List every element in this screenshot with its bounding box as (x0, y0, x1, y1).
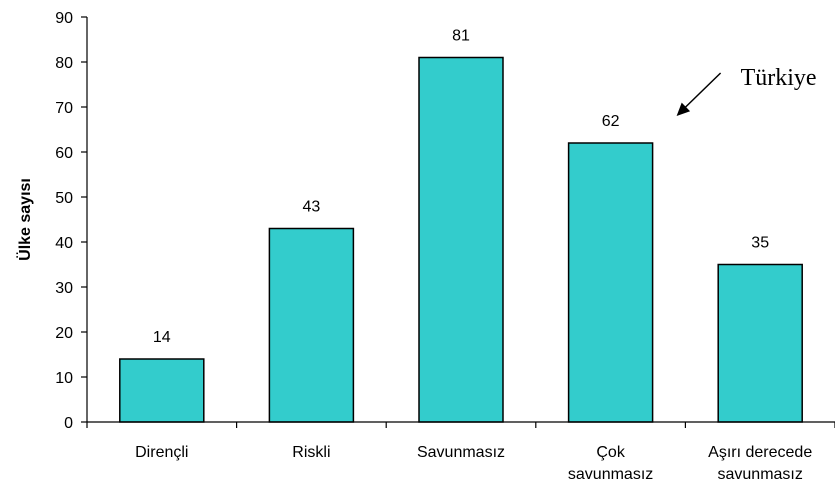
y-tick-label: 40 (55, 235, 73, 252)
bar (717, 263, 803, 423)
data-label: 43 (303, 199, 321, 216)
data-label: 14 (153, 329, 171, 346)
x-tick-label: Savunmasız (417, 444, 505, 461)
annotation-text: Türkiye (741, 65, 817, 91)
bars: 14 43 81 62 35 (119, 28, 803, 423)
y-tick-label: 30 (55, 280, 73, 297)
y-tick-label: 60 (55, 145, 73, 162)
x-tick-label: Riskli (292, 444, 330, 461)
x-tick-label: Dirençli (135, 444, 188, 461)
y-tick-label: 70 (55, 100, 73, 117)
x-axis: Dirençli Riskli Savunmasız Çok savunmasız Aşı… (86, 421, 835, 483)
bar (119, 358, 205, 423)
annotation-arrow (684, 72, 722, 109)
y-tick-label: 20 (55, 325, 73, 342)
y-tick-label: 80 (55, 55, 73, 72)
data-label: 35 (751, 235, 769, 252)
bar (567, 142, 654, 423)
data-label: 62 (602, 113, 620, 130)
bar (418, 56, 504, 423)
annotation: Türkiye (676, 65, 817, 116)
bar (268, 227, 355, 423)
x-tick-label: Çok savunmasız (568, 444, 653, 483)
data-label: 81 (452, 28, 470, 45)
y-axis: 0 10 20 30 40 50 60 70 80 90 (55, 10, 88, 432)
y-tick-label: 0 (64, 415, 73, 432)
y-tick-label: 10 (55, 370, 73, 387)
y-tick-label: 50 (55, 190, 73, 207)
x-tick-label: Aşırı derecede savunmasız (708, 444, 812, 483)
y-axis-label: Ülke sayısı (15, 178, 34, 261)
annotation-arrowhead (676, 102, 691, 116)
y-tick-label: 90 (55, 10, 73, 27)
